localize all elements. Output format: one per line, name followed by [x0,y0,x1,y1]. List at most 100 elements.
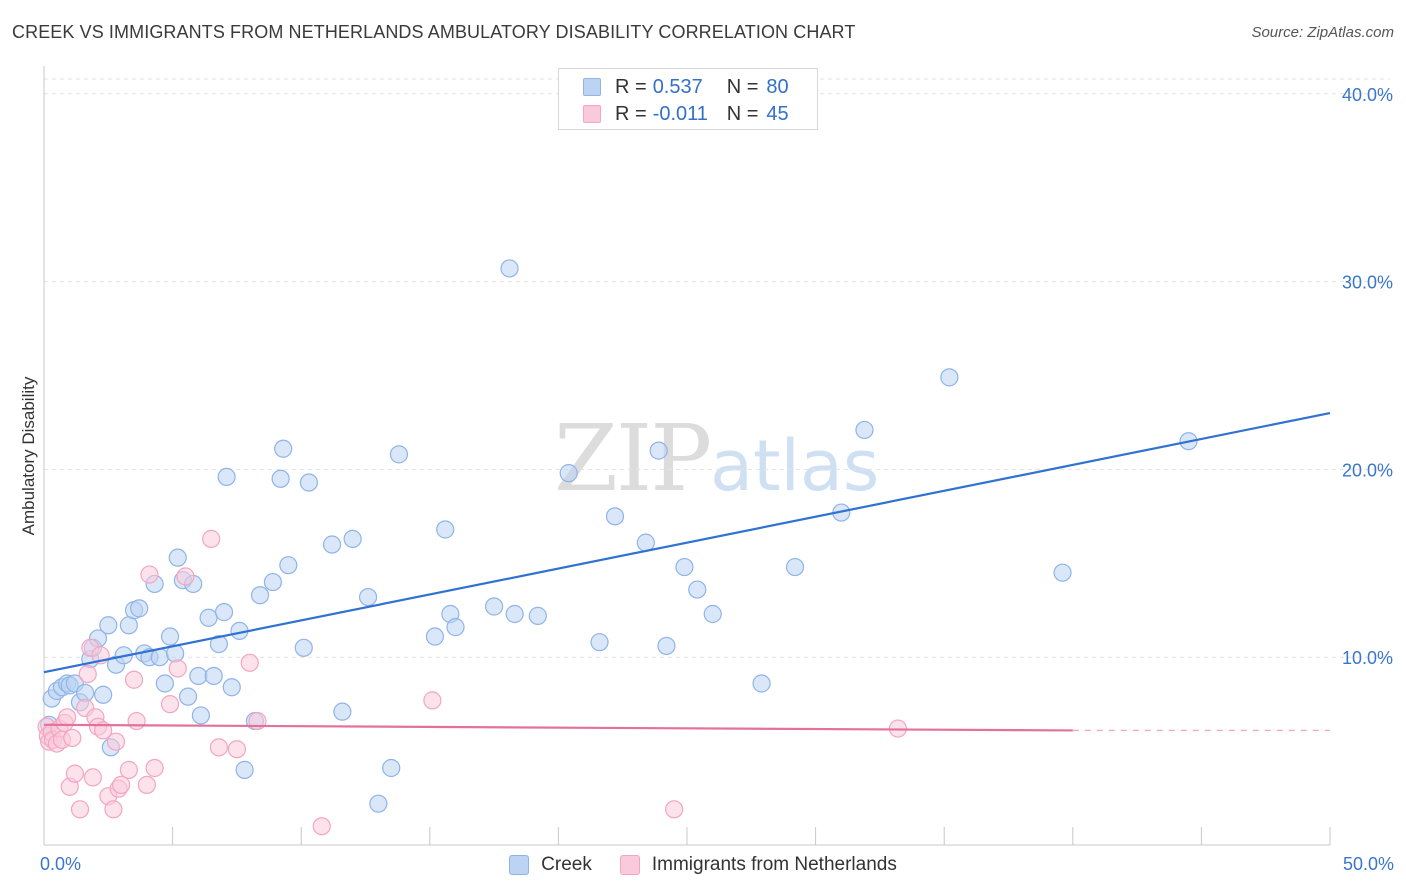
x-tick-label: 0.0% [40,854,81,874]
creek-point [446,618,465,637]
netherlands-point [665,800,684,819]
y-tick-label: 30.0% [1342,273,1393,293]
creek-point [382,758,401,778]
netherlands-point [124,670,144,689]
creek-point [940,368,959,387]
creek-point [389,445,409,464]
creek-point [204,666,223,686]
legend-item-creek[interactable]: Creek [509,854,592,876]
creek-point [688,580,707,599]
creek-point [250,586,270,605]
legend-label-creek: Creek [541,854,592,875]
netherlands-point [209,738,228,757]
creek-point [500,259,519,278]
watermark: ZIPatlas [554,405,879,512]
creek-point [294,638,313,657]
netherlands-point [63,728,82,748]
y-tick-label: 20.0% [1342,460,1393,480]
creek-point [369,794,388,813]
r-value: 0.537 [652,75,703,98]
netherlands-point [112,775,131,795]
netherlands-point [423,691,442,710]
creek-point [675,557,694,577]
creek-point [703,604,722,624]
creek-point [168,548,187,567]
creek-point [590,633,609,652]
stats-legend: R = 0.537 N = 80 R = -0.011 N = 45 [558,68,818,130]
creek-swatch [583,78,601,96]
creek-point [160,627,180,646]
netherlands-point [127,711,146,731]
source-label: Source: ZipAtlas.com [1251,24,1394,41]
creek-point [279,556,298,575]
creek-point [214,603,234,622]
creek-point [855,420,874,440]
stats-row-creek: R = 0.537 N = 80 [583,75,789,99]
creek-point [274,439,293,458]
legend-item-netherlands[interactable]: Immigrants from Netherlands [619,854,897,876]
creek-trend-line [43,411,1331,674]
series-legend: Creek Immigrants from Netherlands [0,852,1406,878]
creek-point [322,535,342,554]
watermark-zip: ZIP [554,405,712,512]
creek-point [358,587,378,607]
creek-point [752,674,771,693]
creek-point [605,507,625,526]
netherlands-point [140,565,159,584]
r-label: R = [615,75,647,98]
netherlands-point [160,695,180,714]
creek-point [559,464,578,483]
netherlands-point [202,529,221,548]
creek-point [191,706,210,725]
creek-point [505,604,524,624]
netherlands-point [312,817,331,836]
creek-point [150,648,169,667]
creek-point [1053,563,1072,582]
creek-point [217,467,236,487]
creek-point [199,608,218,627]
creek-point [657,636,676,656]
chart-title: CREEK VS IMMIGRANTS FROM NETHERLANDS AMB… [12,22,856,42]
creek-point [209,634,228,654]
netherlands-point [104,800,123,819]
netherlands-point [65,764,84,783]
creek-point [222,678,241,697]
netherlands-legend-swatch [619,855,640,875]
n-label: N = [726,75,759,98]
creek-point [155,674,174,693]
y-tick-label: 40.0% [1342,85,1393,105]
creek-point [636,533,655,552]
netherlands-point [227,740,246,759]
creek-point [119,616,138,635]
r-label: R = [615,102,647,125]
creek-point [485,597,504,616]
y-tick-label: 10.0% [1342,648,1393,668]
creek-point [271,469,290,488]
creek-point [528,606,547,625]
netherlands-point [168,659,187,678]
creek-point [649,441,668,460]
netherlands-point [176,567,195,586]
creek-point [99,616,118,635]
n-value: 80 [766,75,789,98]
creek-legend-swatch [509,855,530,875]
n-value: 45 [766,102,789,125]
creek-point [333,702,352,721]
netherlands-trend-line [43,723,1073,732]
netherlands-point [58,708,77,727]
x-tick-label: 50.0% [1343,854,1394,874]
watermark-atlas: atlas [710,425,880,507]
creek-point [178,687,198,706]
creek-point [94,685,113,704]
creek-point [130,599,149,618]
n-label: N = [726,102,759,125]
creek-point [189,666,208,686]
netherlands-point [145,758,164,778]
netherlands-point [137,775,156,795]
creek-point [235,760,254,779]
netherlands-point [106,732,126,751]
netherlands-point [78,664,97,684]
creek-point [263,572,283,592]
legend-label-netherlands: Immigrants from Netherlands [651,854,897,875]
